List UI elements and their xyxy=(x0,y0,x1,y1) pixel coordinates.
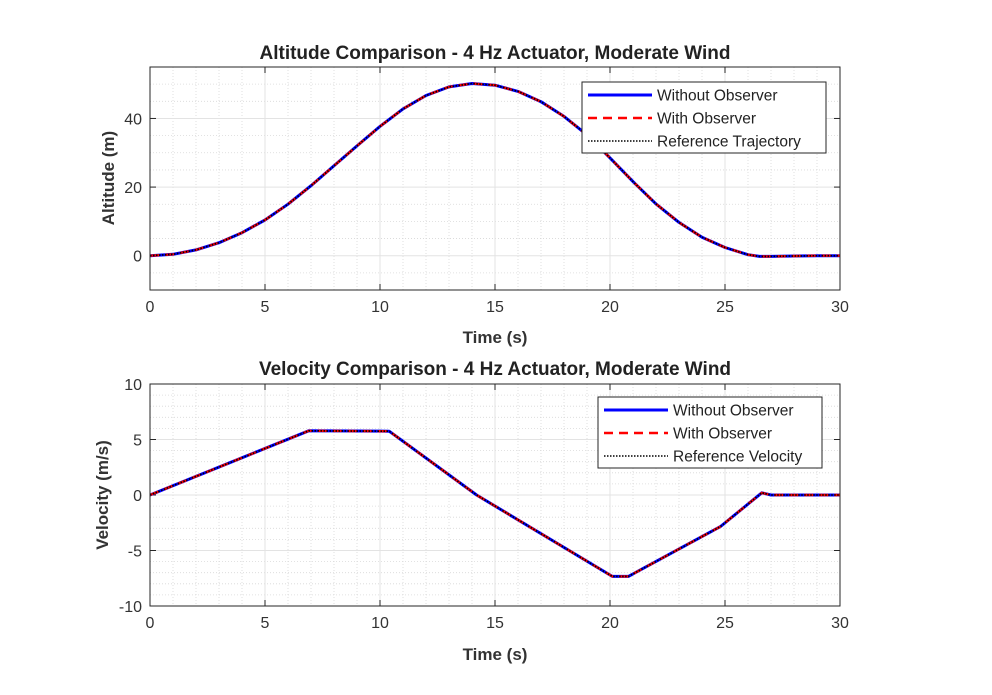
series-line-reference-velocity xyxy=(149,429,840,578)
y-tick-label: -10 xyxy=(119,599,142,616)
legend: Without Observer With Observer Reference V… xyxy=(597,396,823,469)
x-tick-label: 30 xyxy=(831,615,849,632)
legend-label: Without Observer xyxy=(657,88,778,105)
x-tick-label: 15 xyxy=(486,299,504,316)
y-tick-label: 5 xyxy=(133,433,142,450)
altitude-subplot: Altitude Comparison - 4 Hz Actuator, Mod… xyxy=(99,43,849,347)
legend-label: With Observer xyxy=(657,111,756,128)
axes-box xyxy=(149,383,841,607)
legend-label: With Observer xyxy=(673,426,772,443)
legend-label: Without Observer xyxy=(673,403,794,420)
velocity-subplot: Velocity Comparison - 4 Hz Actuator, Mod… xyxy=(93,359,849,664)
x-tick-label: 10 xyxy=(371,615,389,632)
x-tick-label: 25 xyxy=(716,615,734,632)
altitude-xlabel: Time (s) xyxy=(463,328,528,347)
y-tick-label: 0 xyxy=(133,249,142,266)
y-tick-label: 10 xyxy=(124,377,142,394)
x-tick-label: 20 xyxy=(601,615,619,632)
altitude-ylabel: Altitude (m) xyxy=(99,131,118,225)
series-line-reference-trajectory xyxy=(149,82,840,258)
x-tick-label: 20 xyxy=(601,299,619,316)
legend-label: Reference Trajectory xyxy=(657,134,801,151)
axes-box xyxy=(149,66,841,291)
y-tick-label: -5 xyxy=(128,544,142,561)
y-tick-label: 0 xyxy=(133,488,142,505)
x-tick-label: 10 xyxy=(371,299,389,316)
x-tick-label: 5 xyxy=(261,299,270,316)
y-tick-label: 20 xyxy=(124,180,142,197)
legend: Without Observer With Observer Reference T… xyxy=(581,81,827,154)
velocity-xlabel: Time (s) xyxy=(463,645,528,664)
x-tick-label: 15 xyxy=(486,615,504,632)
velocity-ylabel: Velocity (m/s) xyxy=(93,440,112,550)
x-tick-label: 0 xyxy=(146,615,155,632)
x-tick-label: 30 xyxy=(831,299,849,316)
legend-label: Reference Velocity xyxy=(673,449,802,466)
y-tick-label: 40 xyxy=(124,111,142,128)
x-tick-label: 5 xyxy=(261,615,270,632)
x-tick-label: 25 xyxy=(716,299,734,316)
x-tick-label: 0 xyxy=(146,299,155,316)
velocity-title: Velocity Comparison - 4 Hz Actuator, Mod… xyxy=(259,359,731,380)
altitude-title: Altitude Comparison - 4 Hz Actuator, Mod… xyxy=(260,43,731,64)
